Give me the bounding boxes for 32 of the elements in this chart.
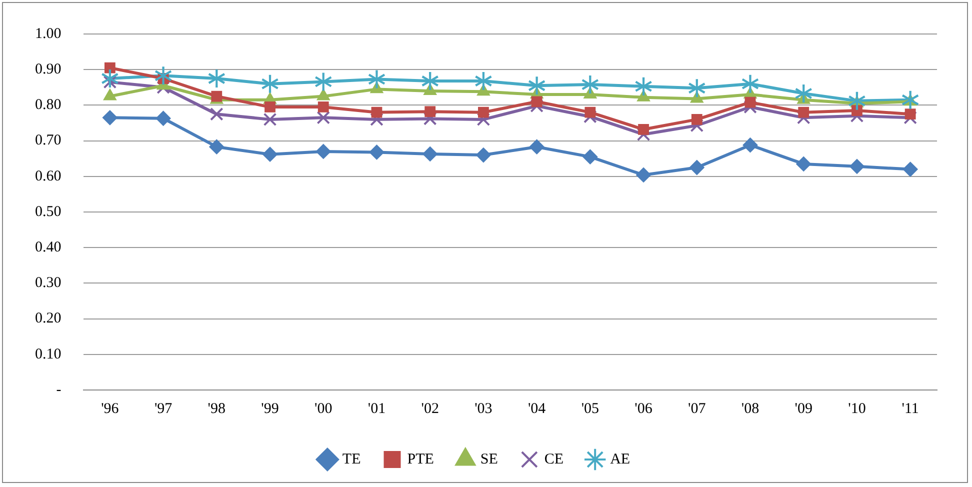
- x-tick-label: '07: [688, 400, 706, 417]
- x-tick-label: '01: [368, 400, 386, 417]
- x-tick-label: '00: [314, 400, 332, 417]
- y-tick-label: 0.70: [35, 132, 62, 149]
- x-tick-label: '06: [634, 400, 653, 417]
- y-tick-label: 0.10: [35, 346, 62, 362]
- y-tick-label: 0.20: [35, 310, 62, 327]
- x-tick-label: '11: [902, 400, 919, 417]
- legend-label: AE: [610, 451, 630, 468]
- x-tick-label: '97: [154, 400, 173, 417]
- x-tick-label: '03: [474, 400, 492, 417]
- legend-label: CE: [544, 451, 564, 468]
- y-tick-label: 0.30: [35, 275, 62, 292]
- x-tick-label: '05: [581, 400, 600, 417]
- y-tick-label: 1.00: [35, 26, 62, 42]
- x-tick-label: '10: [848, 400, 866, 417]
- legend-label: TE: [342, 451, 361, 468]
- x-tick-label: '09: [794, 400, 812, 417]
- y-tick-label: 0.60: [35, 168, 62, 184]
- x-tick-label: '99: [261, 400, 279, 417]
- x-tick-label: '04: [528, 400, 546, 417]
- y-tick-label: 0.50: [35, 204, 62, 220]
- x-tick-label: '08: [741, 400, 760, 417]
- legend-label: PTE: [407, 451, 434, 468]
- y-tick-label: 0.40: [35, 240, 62, 256]
- y-tick-label: 0.90: [35, 62, 62, 78]
- y-tick-label: 0.80: [35, 97, 62, 114]
- x-tick-label: '02: [421, 400, 439, 417]
- x-tick-label: '98: [208, 400, 226, 417]
- legend-label: SE: [480, 451, 498, 468]
- y-tick-label: -: [56, 382, 62, 398]
- x-tick-label: '96: [101, 400, 120, 417]
